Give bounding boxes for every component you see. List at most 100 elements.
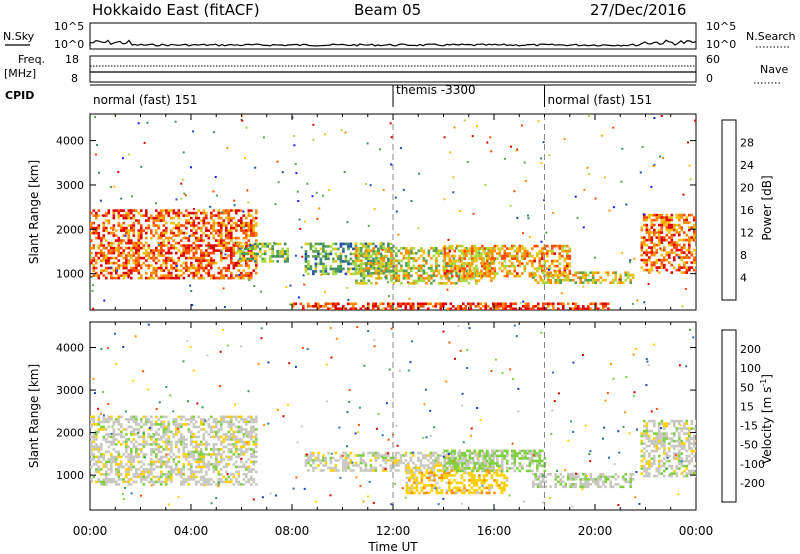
echo-cell xyxy=(172,468,176,471)
echo-cell xyxy=(493,257,497,260)
echo-cell xyxy=(349,242,353,246)
scatter-cell xyxy=(417,227,420,230)
scatter-cell xyxy=(246,189,249,192)
echo-cell xyxy=(200,259,203,262)
echo-cell xyxy=(197,443,201,446)
echo-cell xyxy=(170,256,173,260)
echo-cell xyxy=(458,249,462,253)
echo-cell xyxy=(187,221,191,225)
echo-cell xyxy=(461,452,464,455)
echo-cell xyxy=(472,459,475,462)
echo-cell xyxy=(122,274,126,277)
echo-cell xyxy=(430,486,434,490)
echo-cell xyxy=(125,443,128,446)
echo-cell xyxy=(258,250,262,253)
echo-cell xyxy=(434,459,438,462)
echo-cell xyxy=(250,433,253,436)
echo-cell xyxy=(415,489,419,492)
echo-cell xyxy=(95,216,98,220)
echo-cell xyxy=(215,423,218,426)
echo-cell xyxy=(339,267,343,271)
echo-cell xyxy=(440,252,443,255)
echo-cell xyxy=(137,261,141,265)
echo-cell xyxy=(319,242,323,246)
echo-cell xyxy=(170,440,173,444)
echo-cell xyxy=(125,264,128,267)
echo-cell xyxy=(606,271,610,274)
echo-cell xyxy=(551,244,554,248)
echo-cell xyxy=(645,238,649,242)
echo-cell xyxy=(449,302,453,306)
echo-cell xyxy=(511,247,514,250)
echo-cell xyxy=(327,272,330,276)
echo-cell xyxy=(105,428,108,431)
echo-cell xyxy=(177,259,181,262)
echo-cell xyxy=(217,209,221,212)
echo-cell xyxy=(245,428,248,431)
echo-cell xyxy=(439,461,443,465)
echo-cell xyxy=(230,276,233,280)
echo-cell xyxy=(463,484,466,487)
echo-cell xyxy=(465,274,468,278)
echo-cell xyxy=(413,471,416,475)
echo-cell xyxy=(130,483,133,486)
echo-cell xyxy=(140,256,143,260)
echo-cell xyxy=(447,264,451,268)
echo-cell xyxy=(456,459,459,463)
echo-cell xyxy=(448,269,452,273)
scatter-cell xyxy=(594,256,597,259)
echo-cell xyxy=(488,249,492,253)
echo-cell xyxy=(410,491,414,495)
echo-cell xyxy=(107,231,111,235)
echo-cell xyxy=(566,273,570,277)
echo-cell xyxy=(197,463,201,466)
echo-cell xyxy=(95,251,98,255)
echo-cell xyxy=(175,443,178,446)
echo-cell xyxy=(384,461,388,465)
echo-cell xyxy=(482,257,486,260)
echo-cell xyxy=(549,302,553,306)
echo-cell xyxy=(142,261,146,265)
echo-cell xyxy=(220,226,223,230)
echo-cell xyxy=(195,440,198,444)
echo-cell xyxy=(102,256,106,260)
echo-cell xyxy=(137,435,141,439)
echo-cell xyxy=(253,260,257,263)
echo-cell xyxy=(170,271,173,275)
echo-cell xyxy=(252,224,256,227)
scatter-cell xyxy=(476,125,478,128)
echo-cell xyxy=(553,259,557,263)
echo-cell xyxy=(150,465,153,469)
echo-cell xyxy=(446,467,449,470)
echo-cell xyxy=(463,262,467,265)
echo-cell xyxy=(192,211,196,215)
echo-cell xyxy=(205,226,208,230)
echo-cell xyxy=(250,274,253,277)
echo-cell xyxy=(513,469,517,473)
echo-cell xyxy=(475,279,478,283)
echo-cell xyxy=(506,264,509,268)
echo-cell xyxy=(180,483,183,486)
echo-cell xyxy=(157,438,161,441)
echo-cell xyxy=(307,262,310,266)
scatter-cell xyxy=(180,197,183,200)
echo-cell xyxy=(177,269,181,272)
echo-cell xyxy=(437,456,440,460)
scatter-cell xyxy=(527,214,529,217)
echo-cell xyxy=(157,450,161,454)
echo-cell xyxy=(140,478,143,481)
echo-cell xyxy=(90,246,93,250)
echo-cell xyxy=(180,415,183,419)
echo-cell xyxy=(451,274,454,278)
echo-cell xyxy=(327,245,330,248)
echo-cell xyxy=(205,244,208,247)
echo-cell xyxy=(492,302,495,306)
echo-cell xyxy=(230,480,233,484)
echo-cell xyxy=(242,443,246,446)
echo-cell xyxy=(197,430,201,434)
echo-cell xyxy=(372,305,375,308)
echo-cell xyxy=(192,254,196,257)
echo-cell xyxy=(539,278,542,282)
echo-cell xyxy=(205,221,208,225)
echo-cell xyxy=(210,256,213,260)
